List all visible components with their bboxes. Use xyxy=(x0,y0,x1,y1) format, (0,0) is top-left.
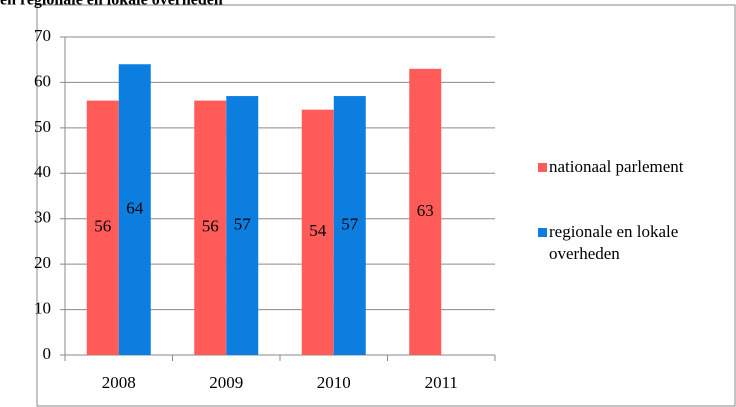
y-tick-label: 60 xyxy=(34,71,51,90)
y-tick-label: 30 xyxy=(34,208,51,227)
chart-title: en regionale en lokale overheden xyxy=(0,0,223,9)
data-label: 56 xyxy=(202,217,219,236)
data-label: 64 xyxy=(126,199,144,218)
bar xyxy=(409,68,442,356)
data-label: 56 xyxy=(94,217,111,236)
data-label: 54 xyxy=(309,221,327,240)
x-tick-label: 2010 xyxy=(317,373,351,392)
y-tick-label: 10 xyxy=(34,298,51,317)
data-label: 63 xyxy=(417,201,434,220)
data-label: 57 xyxy=(234,214,252,233)
bar xyxy=(333,96,366,356)
x-tick-label: 2009 xyxy=(209,373,243,392)
bar xyxy=(118,64,151,355)
bar xyxy=(194,100,227,355)
legend-swatch xyxy=(538,163,547,172)
y-tick-label: 50 xyxy=(34,117,51,136)
y-tick-label: 40 xyxy=(34,162,51,181)
y-tick-label: 0 xyxy=(43,344,52,363)
x-tick-label: 2011 xyxy=(425,373,458,392)
chart-frame xyxy=(36,4,736,407)
bar xyxy=(226,96,259,356)
legend-swatch xyxy=(538,228,547,237)
legend-label: nationaal parlement xyxy=(549,157,684,176)
bar xyxy=(301,109,334,355)
data-label: 57 xyxy=(341,214,359,233)
legend-label: regionale en lokale overheden xyxy=(549,222,678,263)
y-tick-label: 70 xyxy=(34,26,51,45)
y-tick-label: 20 xyxy=(34,253,51,272)
bar xyxy=(86,100,119,355)
x-tick-label: 2008 xyxy=(102,373,136,392)
